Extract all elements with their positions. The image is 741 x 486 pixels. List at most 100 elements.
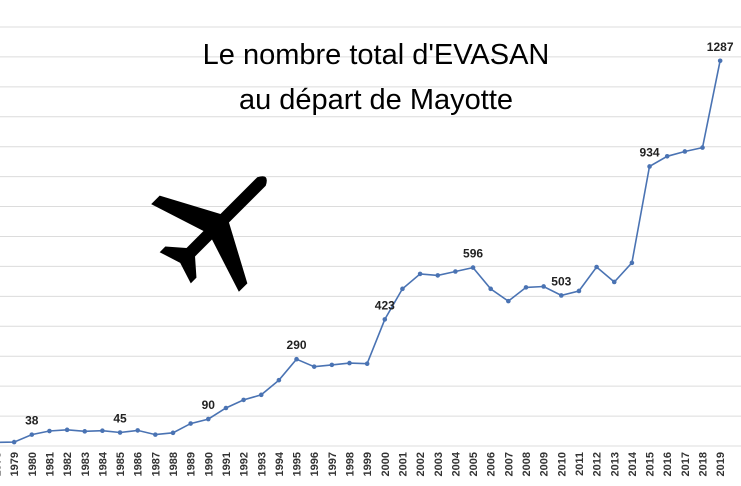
data-point — [647, 164, 652, 169]
chart-title-line-2: au départ de Mayotte — [239, 84, 513, 116]
data-point — [117, 430, 123, 435]
x-tick-label: 2012 — [592, 452, 604, 476]
x-tick-label: 2004 — [450, 451, 462, 476]
x-tick-label: 1982 — [62, 452, 74, 476]
data-point — [470, 265, 476, 270]
data-point — [276, 377, 282, 383]
x-tick-label: 1988 — [168, 452, 180, 476]
series-line-group — [0, 60, 721, 444]
data-point — [241, 397, 246, 403]
x-tick-label: 1991 — [221, 452, 233, 476]
data-point — [29, 432, 35, 437]
x-tick-label: 1983 — [80, 452, 92, 476]
data-point — [258, 392, 264, 398]
data-point — [523, 285, 529, 290]
x-tick-label: 2001 — [397, 452, 409, 476]
data-point — [382, 317, 388, 322]
data-point — [559, 293, 564, 298]
data-label: 596 — [463, 247, 483, 261]
data-point — [294, 356, 299, 362]
x-tick-label: 2007 — [503, 452, 515, 476]
data-label: 90 — [202, 398, 216, 412]
data-point — [417, 271, 423, 277]
x-tick-label: 2003 — [433, 452, 445, 476]
data-point — [100, 428, 105, 434]
x-tick-label: 2016 — [662, 452, 674, 476]
x-tick-label: 2011 — [574, 452, 586, 476]
x-tick-label: 1980 — [27, 452, 39, 476]
x-tick-label: 1985 — [115, 452, 127, 476]
x-tick-label: 2002 — [415, 452, 427, 476]
data-point — [594, 264, 599, 270]
data-label: 503 — [551, 274, 571, 288]
x-tick-label: 2008 — [521, 452, 533, 476]
data-point — [453, 269, 458, 274]
data-point — [629, 260, 635, 266]
x-tick-label: 1984 — [97, 451, 109, 476]
data-point — [64, 427, 70, 433]
data-point — [664, 153, 670, 159]
data-point — [717, 58, 723, 64]
x-tick-label: 2015 — [645, 452, 657, 476]
x-tick-label: 1990 — [203, 452, 215, 476]
x-tick-label: 1994 — [274, 451, 286, 476]
data-point — [311, 364, 317, 369]
data-point — [188, 421, 193, 426]
data-label: 1287 — [707, 40, 734, 54]
series-line — [0, 60, 721, 444]
data-point — [135, 428, 140, 433]
horizontal-gridlines — [0, 26, 741, 447]
data-label: 290 — [287, 338, 307, 352]
x-tick-label: 1979 — [9, 452, 21, 476]
data-point — [170, 430, 176, 436]
x-tick-label: 1987 — [150, 452, 162, 476]
data-point — [11, 439, 17, 445]
data-point — [682, 149, 688, 154]
x-tick-label: 2019 — [715, 452, 727, 476]
data-label: 38 — [25, 414, 39, 428]
x-tick-label: 2005 — [468, 452, 480, 476]
airplane-icon — [151, 176, 267, 292]
x-tick-label: 2014 — [627, 451, 639, 476]
data-label: 45 — [113, 412, 127, 426]
x-tick-label: 2013 — [609, 452, 621, 476]
data-point — [82, 429, 88, 434]
x-tick-label: 1993 — [256, 452, 268, 476]
data-point — [206, 416, 211, 422]
x-tick-label: 2000 — [380, 452, 392, 476]
data-point — [435, 273, 441, 278]
data-point — [611, 279, 617, 285]
x-tick-label: 2010 — [556, 452, 568, 476]
x-tick-label: 2017 — [680, 452, 692, 476]
data-point — [506, 298, 511, 304]
x-tick-label: 1986 — [133, 452, 145, 476]
x-tick-label: 2009 — [539, 452, 551, 476]
data-point — [700, 145, 705, 150]
data-label: 934 — [640, 145, 660, 159]
data-point — [329, 362, 335, 368]
x-tick-label: 1989 — [186, 452, 198, 476]
x-axis-tick-labels: 1978 1979 1980 1981 1982 1983 1984 1985 1986 1987… — [0, 451, 727, 476]
x-tick-label: 1995 — [292, 452, 304, 476]
x-tick-label: 1992 — [239, 452, 251, 476]
data-point — [223, 405, 229, 411]
data-point — [364, 361, 370, 366]
x-tick-label: 2018 — [698, 452, 710, 476]
data-label: 423 — [375, 298, 395, 312]
data-point — [153, 432, 158, 437]
x-tick-label: 1996 — [309, 452, 321, 476]
x-tick-label: 1997 — [327, 452, 339, 476]
chart-title-line-1: Le nombre total d'EVASAN — [203, 39, 550, 71]
x-tick-label: 1981 — [44, 452, 56, 476]
data-point — [400, 286, 405, 292]
data-point — [488, 286, 494, 292]
x-tick-label: 1999 — [362, 452, 374, 476]
data-point — [576, 288, 582, 294]
data-labels-group: 38 45 90 290 423 596 503 934 1287 — [25, 40, 734, 428]
x-tick-label: 1998 — [345, 452, 357, 476]
x-tick-label: 1978 — [0, 452, 4, 476]
data-point — [541, 284, 546, 289]
data-point — [347, 360, 352, 366]
data-point — [47, 428, 52, 434]
